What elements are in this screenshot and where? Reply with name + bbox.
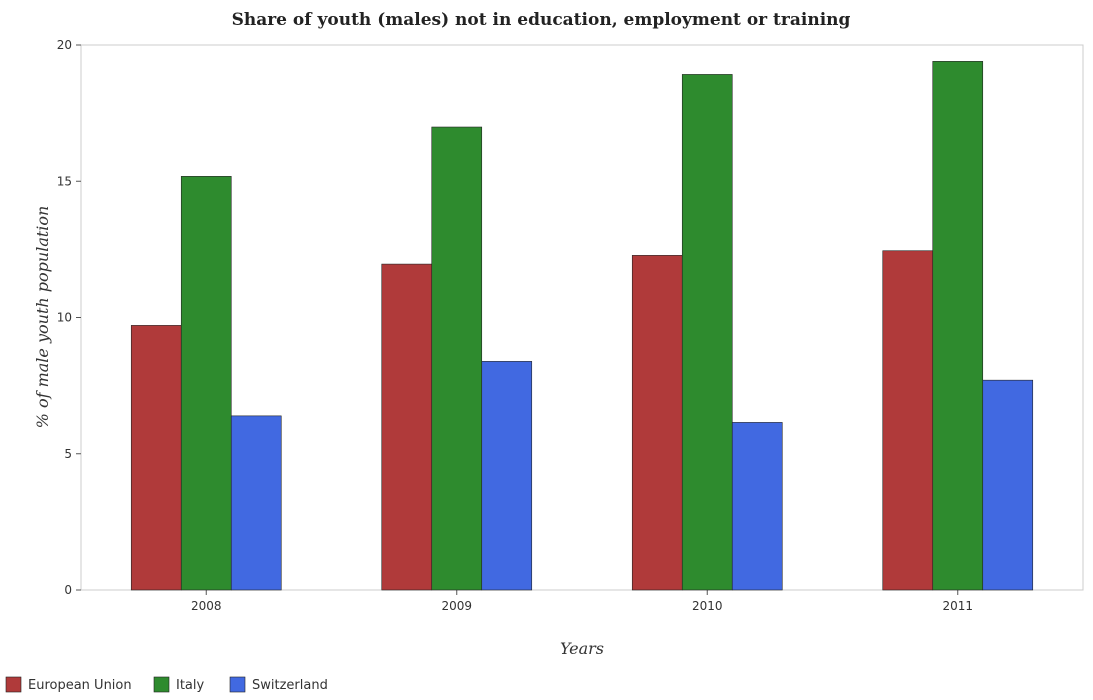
chart-title: Share of youth (males) not in education,… bbox=[232, 10, 851, 30]
x-axis-label: Years bbox=[560, 639, 604, 658]
legend: European Union Italy Switzerland bbox=[5, 676, 328, 693]
x-tick-label: 2010 bbox=[692, 599, 723, 613]
y-tick-label: 5 bbox=[64, 447, 72, 461]
bar bbox=[130, 325, 182, 591]
legend-swatch bbox=[229, 676, 246, 693]
legend-swatch bbox=[153, 676, 170, 693]
bar bbox=[882, 250, 934, 591]
bar bbox=[982, 379, 1034, 591]
x-tick-label: 2009 bbox=[441, 599, 472, 613]
bar bbox=[180, 176, 232, 591]
y-tick-label: 20 bbox=[57, 38, 72, 52]
legend-label: Switzerland bbox=[252, 678, 328, 693]
x-tick-label: 2011 bbox=[942, 599, 973, 613]
x-axis: 2008 2009 2010 2011 bbox=[191, 590, 973, 613]
bar bbox=[431, 126, 483, 591]
bar bbox=[631, 255, 683, 591]
bar bbox=[230, 415, 282, 591]
bar bbox=[932, 61, 984, 591]
y-axis: 0 5 10 15 20 bbox=[57, 38, 81, 597]
bar bbox=[381, 263, 433, 591]
bar bbox=[481, 361, 533, 591]
bars bbox=[130, 61, 1034, 591]
y-tick-label: 15 bbox=[57, 174, 72, 188]
y-tick-label: 0 bbox=[64, 583, 72, 597]
legend-swatch bbox=[5, 676, 22, 693]
legend-label: European Union bbox=[28, 678, 132, 693]
y-tick-label: 10 bbox=[57, 311, 72, 325]
bar bbox=[681, 74, 733, 591]
x-tick-label: 2008 bbox=[191, 599, 222, 613]
bar bbox=[731, 422, 783, 591]
y-axis-label: % of male youth population bbox=[33, 206, 52, 429]
legend-label: Italy bbox=[176, 678, 205, 693]
